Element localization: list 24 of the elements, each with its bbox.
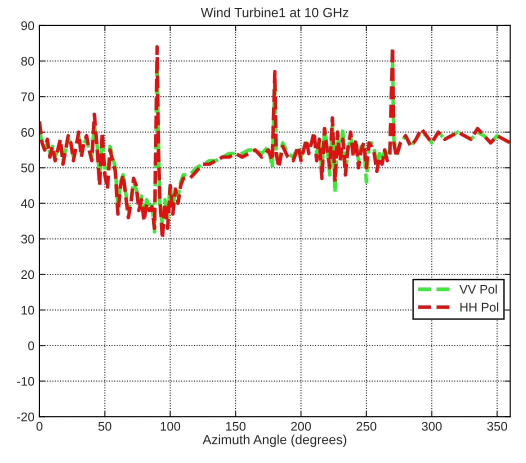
x-tick-label: 50: [98, 422, 112, 431]
y-tick-label: 60: [21, 128, 34, 137]
chart-title: Wind Turbine1 at 10 GHz: [200, 8, 348, 18]
y-tick-label: 40: [20, 199, 34, 208]
y-tick-label: 50: [21, 164, 34, 172]
y-tick-label: -20: [17, 412, 34, 422]
x-tick-label: 100: [160, 422, 180, 431]
y-tick-label: -10: [17, 376, 34, 386]
x-tick-label: 150: [226, 422, 246, 431]
x-tick-label: 200: [291, 422, 311, 431]
y-tick-label: 90: [21, 21, 34, 30]
y-tick-label: 70: [21, 92, 34, 102]
y-tick-label: 30: [21, 234, 34, 244]
y-tick-label: 0: [28, 341, 34, 350]
x-axis-title: Azimuth Angle (degrees): [202, 434, 346, 447]
x-tick-label: 0: [36, 422, 42, 431]
y-tick-label: 80: [21, 56, 34, 66]
x-tick-label: 250: [356, 422, 376, 431]
x-tick-label: 350: [487, 422, 508, 431]
legend-label: VV Pol: [459, 284, 497, 294]
legend-label: HH Pol: [460, 302, 498, 312]
y-tick-label: 10: [22, 306, 34, 315]
y-tick-label: 20: [21, 270, 34, 280]
x-tick-label: 300: [422, 422, 442, 431]
